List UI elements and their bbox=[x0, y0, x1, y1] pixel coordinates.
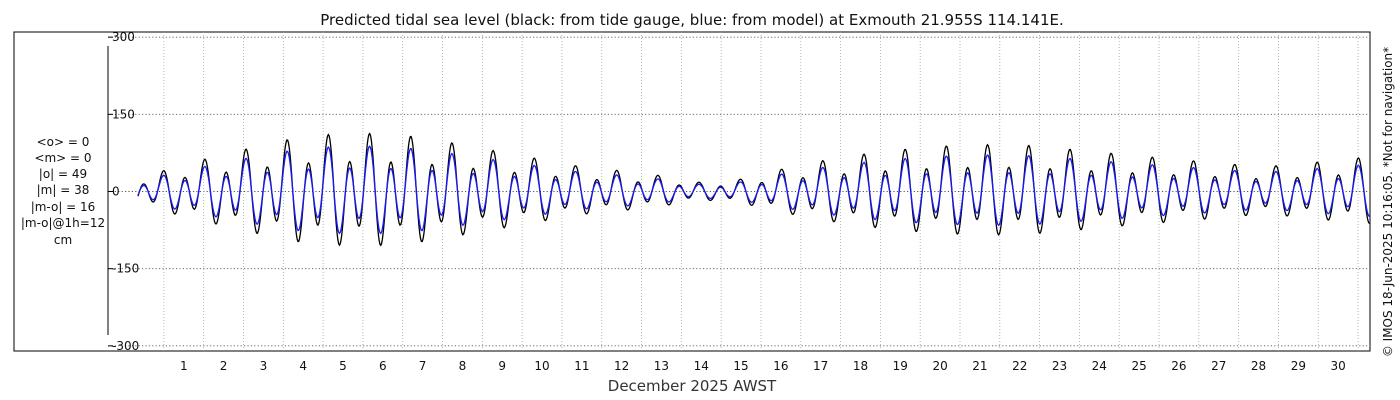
x-tick-label: 9 bbox=[498, 359, 506, 373]
gauge-series-line bbox=[137, 132, 1370, 247]
grid bbox=[108, 32, 1370, 351]
stat-abs-model: |m| = 38 bbox=[37, 183, 90, 197]
x-tick-label: 22 bbox=[1012, 359, 1027, 373]
stat-abs-diff-1h: |m-o|@1h=12 bbox=[21, 216, 105, 230]
x-tick-label: 19 bbox=[893, 359, 908, 373]
x-tick-label: 30 bbox=[1331, 359, 1346, 373]
series-group bbox=[137, 132, 1370, 247]
stat-unit: cm bbox=[54, 233, 72, 247]
x-tick-label: 28 bbox=[1251, 359, 1266, 373]
x-tick-label: 16 bbox=[773, 359, 788, 373]
x-tick-label: 23 bbox=[1052, 359, 1067, 373]
x-tick-label: 21 bbox=[972, 359, 987, 373]
y-tick-label: -150 bbox=[112, 262, 139, 276]
stat-mean-model: <m> = 0 bbox=[34, 151, 91, 165]
x-tick-label: 6 bbox=[379, 359, 387, 373]
x-tick-label: 29 bbox=[1291, 359, 1306, 373]
credit-text: © IMOS 18-Jun-2025 10:16:05. *Not for na… bbox=[1381, 47, 1395, 357]
x-tick-label: 2 bbox=[220, 359, 228, 373]
x-tick-label: 10 bbox=[534, 359, 549, 373]
x-tick-label: 5 bbox=[339, 359, 347, 373]
model-series-line bbox=[137, 145, 1370, 235]
x-tick-label: 8 bbox=[459, 359, 467, 373]
stat-mean-observed: <o> = 0 bbox=[37, 135, 90, 149]
stats-panel: <o> = 0 <m> = 0 |o| = 49 |m| = 38 |m-o| … bbox=[21, 135, 105, 247]
x-tick-label: 15 bbox=[733, 359, 748, 373]
y-tick-label: 300 bbox=[112, 30, 135, 44]
x-tick-label: 24 bbox=[1092, 359, 1107, 373]
x-tick-label: 3 bbox=[260, 359, 268, 373]
y-tick-label: 150 bbox=[112, 107, 135, 121]
stat-abs-observed: |o| = 49 bbox=[39, 167, 87, 181]
x-tick-label: 12 bbox=[614, 359, 629, 373]
x-tick-label: 27 bbox=[1211, 359, 1226, 373]
x-tick-label: 1 bbox=[180, 359, 188, 373]
x-tick-label: 11 bbox=[574, 359, 589, 373]
y-tick-label: 0 bbox=[112, 185, 120, 199]
x-tick-label: 13 bbox=[654, 359, 669, 373]
x-tick-label: 18 bbox=[853, 359, 868, 373]
x-tick-label: 25 bbox=[1131, 359, 1146, 373]
stat-abs-diff: |m-o| = 16 bbox=[31, 200, 96, 214]
x-tick-label: 4 bbox=[299, 359, 307, 373]
chart-title: Predicted tidal sea level (black: from t… bbox=[320, 11, 1064, 29]
x-tick-label: 14 bbox=[694, 359, 709, 373]
x-ticks: 1 2 3 4 5 6 7 8 9 10 11 12 13 14 15 16 17 18 19 20 21 22 23 24 2… bbox=[180, 359, 1346, 373]
x-tick-label: 17 bbox=[813, 359, 828, 373]
y-ticks: 300 150 0 -150 -300 bbox=[108, 30, 139, 353]
x-tick-label: 26 bbox=[1171, 359, 1186, 373]
x-tick-label: 7 bbox=[419, 359, 427, 373]
x-axis-label: December 2025 AWST bbox=[608, 377, 777, 395]
y-tick-label: -300 bbox=[112, 339, 139, 353]
x-tick-label: 20 bbox=[932, 359, 947, 373]
